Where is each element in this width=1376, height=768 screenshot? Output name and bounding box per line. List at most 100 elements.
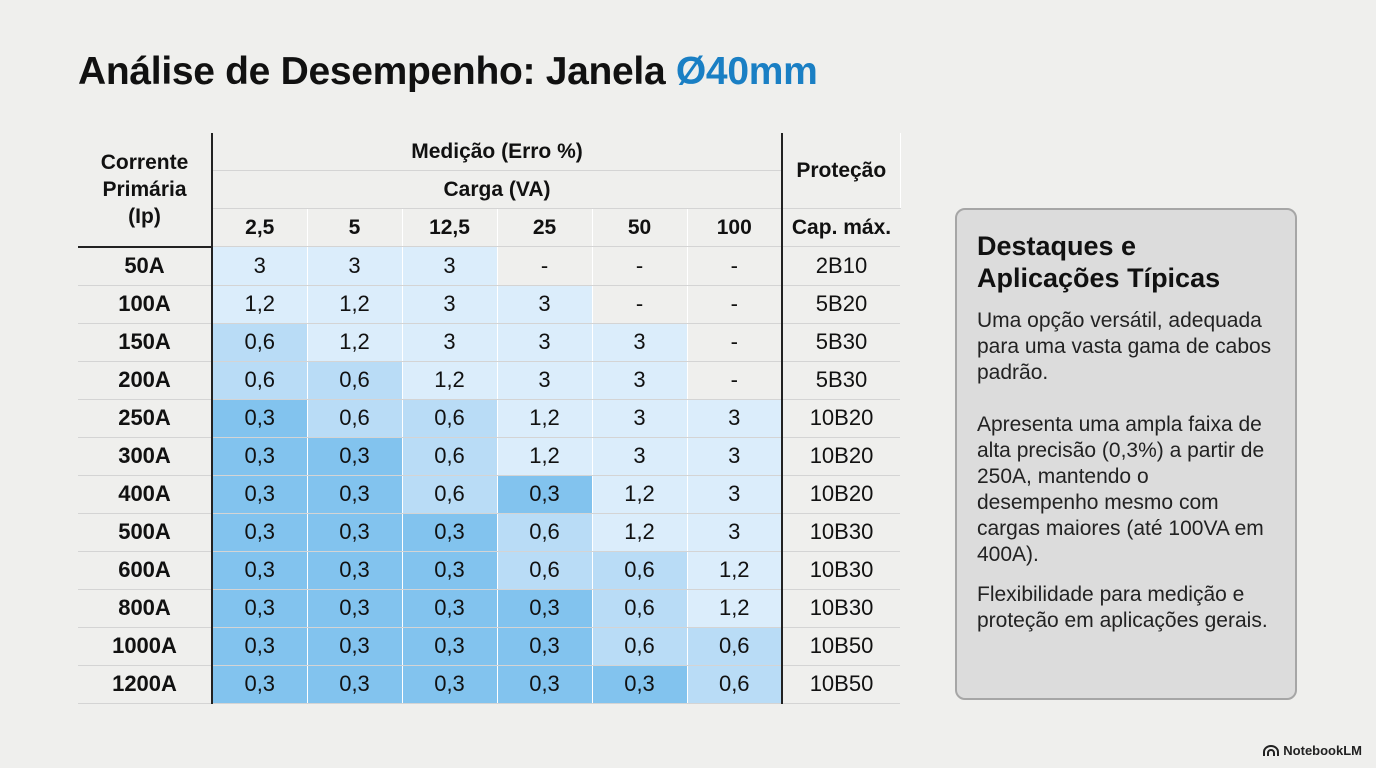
- current-cell: 200A: [78, 361, 213, 400]
- error-cell: 0,6: [687, 665, 783, 704]
- current-cell: 50A: [78, 246, 213, 286]
- error-cell: 0,6: [307, 361, 403, 400]
- error-cell: 0,6: [687, 627, 783, 666]
- error-cell: 0,3: [592, 665, 688, 704]
- error-cell: 0,3: [307, 475, 403, 514]
- error-cell: 0,3: [402, 551, 498, 590]
- error-cell: 0,3: [212, 475, 308, 514]
- corrente-header-line2: Primária: [102, 177, 187, 201]
- error-cell: 3: [592, 323, 688, 362]
- protection-cell: 10B30: [781, 589, 900, 628]
- error-cell: 0,3: [212, 437, 308, 476]
- error-cell: 1,2: [687, 551, 783, 590]
- error-cell: -: [497, 246, 593, 286]
- error-cell: 0,3: [497, 589, 593, 628]
- error-cell: 0,6: [402, 437, 498, 476]
- error-cell: 0,3: [307, 627, 403, 666]
- current-cell: 100A: [78, 285, 213, 324]
- table-body: 50A 3 3 3- - -2B10 100A 1,2 1,2 3 3- -5B20 150A 0,6 1,…: [78, 246, 900, 704]
- error-cell: 1,2: [402, 361, 498, 400]
- load-header: 12,5: [402, 208, 498, 247]
- error-cell: 0,6: [212, 361, 308, 400]
- title-accent: Ø40mm: [675, 50, 818, 93]
- table-row: 100A 1,2 1,2 3 3- -5B20: [78, 285, 900, 324]
- error-cell: 3: [307, 246, 403, 286]
- error-cell: 0,3: [497, 475, 593, 514]
- error-cell: 3: [497, 285, 593, 324]
- error-cell: 1,2: [592, 475, 688, 514]
- error-cell: 0,6: [402, 399, 498, 438]
- corrente-header-line1: Corrente: [100, 150, 189, 174]
- error-cell: 3: [402, 246, 498, 286]
- error-cell: -: [592, 285, 688, 324]
- corrente-header: Corrente Primária (Ip): [78, 133, 213, 248]
- load-header: 25: [497, 208, 593, 247]
- table-row: 150A 0,6 1,2 3 3 3-5B30: [78, 323, 900, 362]
- performance-table: Corrente Primária (Ip) Medição (Erro %) …: [78, 133, 901, 704]
- error-cell: 0,3: [402, 589, 498, 628]
- error-cell: 0,3: [402, 627, 498, 666]
- error-cell: 0,3: [212, 665, 308, 704]
- error-cell: 0,3: [497, 665, 593, 704]
- table-row: 400A 0,3 0,3 0,6 0,3 1,2 3 10B20: [78, 475, 900, 514]
- load-header: 5: [307, 208, 403, 247]
- protection-cell: 2B10: [781, 246, 900, 286]
- error-cell: 0,6: [592, 551, 688, 590]
- error-cell: 3: [497, 323, 593, 362]
- error-cell: 0,3: [307, 551, 403, 590]
- error-cell: 0,3: [307, 437, 403, 476]
- error-cell: 1,2: [592, 513, 688, 552]
- protection-cell: 5B20: [781, 285, 900, 324]
- error-cell: 3: [592, 361, 688, 400]
- error-cell: 3: [687, 437, 783, 476]
- error-cell: 1,2: [212, 285, 308, 324]
- table-row: 200A 0,6 0,6 1,2 3 3-5B30: [78, 361, 900, 400]
- protection-cell: 10B50: [781, 665, 900, 704]
- error-cell: 0,6: [497, 513, 593, 552]
- protection-cell: 10B20: [781, 437, 900, 476]
- error-cell: 0,3: [402, 665, 498, 704]
- title-main: Análise de Desempenho: Janela: [78, 50, 676, 93]
- cap-max-header: Cap. máx.: [781, 208, 900, 247]
- error-cell: 0,6: [497, 551, 593, 590]
- error-cell: 3: [592, 437, 688, 476]
- table-row: 1200A 0,3 0,3 0,3 0,3 0,3 0,6 10B50: [78, 665, 900, 704]
- error-cell: -: [687, 285, 783, 324]
- load-header: 100: [687, 208, 783, 247]
- medicao-header: Medição (Erro %): [212, 133, 783, 171]
- protection-cell: 10B30: [781, 513, 900, 552]
- current-cell: 300A: [78, 437, 213, 476]
- protection-cell: 10B50: [781, 627, 900, 666]
- table-row: 1000A 0,3 0,3 0,3 0,3 0,6 0,6 10B50: [78, 627, 900, 666]
- brand-watermark: NotebookLM: [1263, 743, 1362, 758]
- current-cell: 150A: [78, 323, 213, 362]
- current-cell: 250A: [78, 399, 213, 438]
- error-cell: 3: [592, 399, 688, 438]
- current-cell: 600A: [78, 551, 213, 590]
- protecao-header: Proteção: [781, 133, 901, 209]
- table-row: 300A 0,3 0,3 0,6 1,2 3 3 10B20: [78, 437, 900, 476]
- current-cell: 400A: [78, 475, 213, 514]
- panel-paragraph-precision: Apresenta uma ampla faixa de alta precis…: [977, 413, 1265, 566]
- error-cell: 1,2: [307, 285, 403, 324]
- error-cell: 0,6: [592, 589, 688, 628]
- error-cell: 0,3: [307, 589, 403, 628]
- table-row: 600A 0,3 0,3 0,3 0,6 0,6 1,2 10B30: [78, 551, 900, 590]
- error-cell: 0,6: [307, 399, 403, 438]
- error-cell: 1,2: [497, 399, 593, 438]
- panel-paragraph-versatile: Uma opção versátil, adequada para uma va…: [977, 309, 1272, 384]
- error-cell: 0,3: [212, 551, 308, 590]
- error-cell: 0,3: [307, 665, 403, 704]
- corrente-header-line3: (Ip): [128, 204, 161, 228]
- error-cell: 1,2: [687, 589, 783, 628]
- error-cell: 0,6: [592, 627, 688, 666]
- error-cell: 1,2: [307, 323, 403, 362]
- load-header: 2,5: [212, 208, 308, 247]
- load-header: 50: [592, 208, 688, 247]
- table-row: 800A 0,3 0,3 0,3 0,3 0,6 1,2 10B30: [78, 589, 900, 628]
- protection-cell: 5B30: [781, 323, 900, 362]
- error-cell: 1,2: [497, 437, 593, 476]
- protection-cell: 5B30: [781, 361, 900, 400]
- table-row: 250A 0,3 0,6 0,6 1,2 3 3 10B20: [78, 399, 900, 438]
- protection-cell: 10B20: [781, 475, 900, 514]
